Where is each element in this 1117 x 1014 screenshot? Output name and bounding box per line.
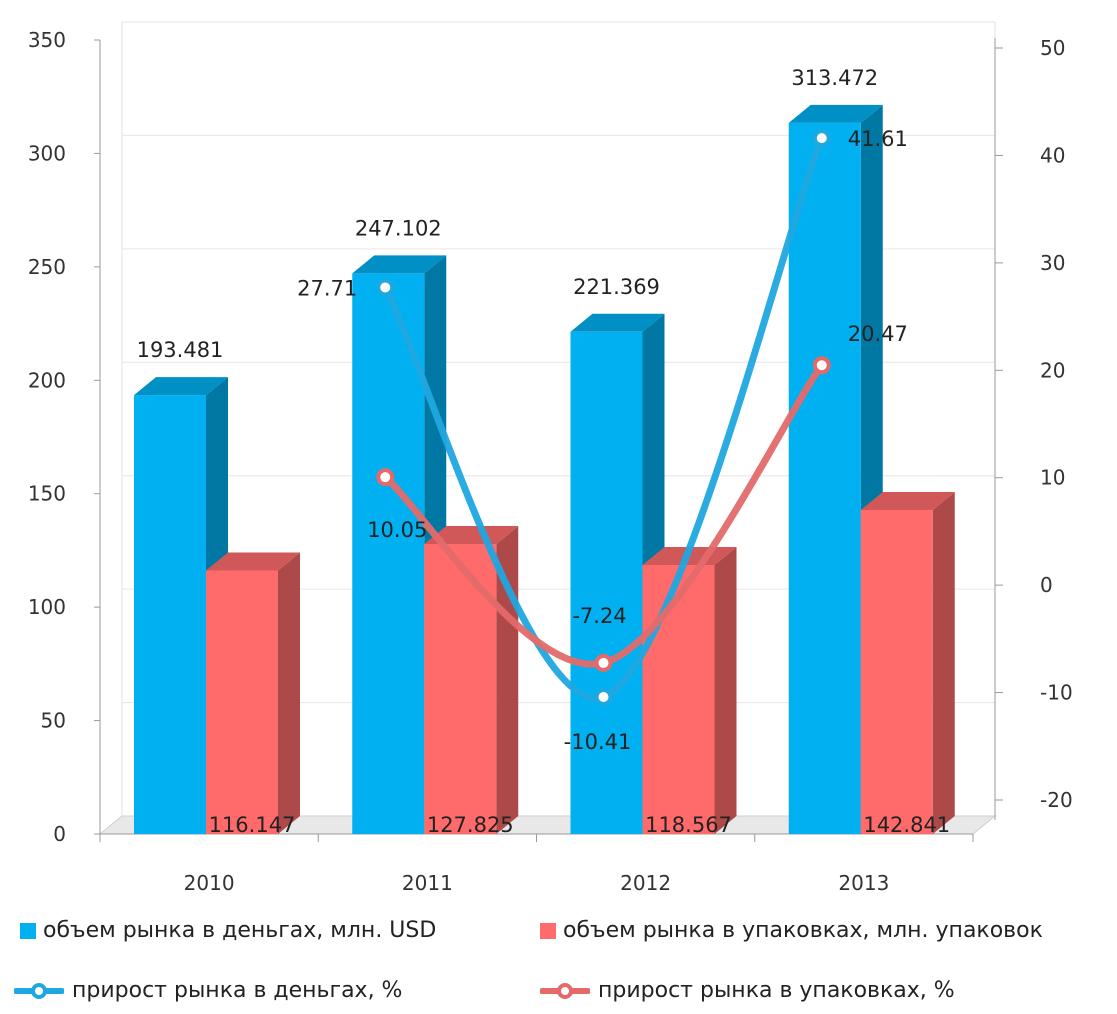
line-pack-growth-point [376,468,395,487]
data-label-money: 221.369 [573,275,660,299]
bar-money-top [570,313,665,332]
left-axis-tick-label: 300 [28,141,66,165]
bar-packs [424,544,497,834]
bar-money [570,331,643,834]
bar-packs-side [932,491,955,834]
right-axis-tick-label: -10 [1040,681,1073,705]
data-label-money: 247.102 [355,216,442,240]
legend-line-pack-growth-icon [540,982,590,999]
data-label-money: 313.472 [791,66,878,90]
data-label-money: 193.481 [137,338,224,362]
bar-packs [206,570,278,834]
bar-money [134,395,206,834]
bar-packs [642,565,715,834]
data-label-packs: 118.567 [645,813,732,837]
left-axis-tick-label: 350 [28,28,66,52]
data-label-packs: 142.841 [863,813,950,837]
data-label-pack-growth: 10.05 [367,518,427,542]
right-axis-tick-label: 30 [1040,251,1065,275]
legend-label-pack-growth: прирост рынка в упаковках, % [598,978,955,1003]
bar-money [352,273,425,834]
bar-money-top [134,377,228,396]
data-label-pack-growth: 20.47 [848,322,908,346]
bar-money-top [352,255,447,274]
data-label-money-growth: 41.61 [848,127,908,151]
x-axis-tick-label: 2011 [402,871,453,895]
right-axis-tick-label: 50 [1040,36,1065,60]
left-axis-tick-label: 250 [28,255,66,279]
left-axis-tick-label: 50 [41,709,66,733]
data-label-pack-growth: -7.24 [572,604,626,628]
bar-money-top [788,104,883,123]
left-axis-tick-label: 0 [53,822,66,846]
right-axis-tick-label: 10 [1040,466,1065,490]
right-axis-tick-label: -20 [1040,788,1073,812]
legend-item-pack-growth: прирост рынка в упаковках, % [540,978,955,1003]
line-money-growth-point [594,687,613,706]
bar-packs-top [424,526,519,545]
right-axis-tick-label: 20 [1040,358,1065,382]
bar-packs-top [860,491,955,510]
x-axis-tick-label: 2010 [184,871,235,895]
bar-packs-side [278,552,300,834]
bar-packs-top [206,552,300,571]
right-axis-tick-label: 0 [1040,573,1053,597]
data-label-packs: 116.147 [209,813,296,837]
left-axis-tick-label: 100 [28,595,66,619]
legend-line-money-growth-icon [14,982,64,999]
line-money-growth-point [376,278,395,297]
data-label-packs: 127.825 [427,813,514,837]
bar-money [788,122,861,834]
line-pack-growth-point [812,356,831,375]
x-axis-tick-label: 2013 [838,871,889,895]
left-axis-tick-label: 150 [28,482,66,506]
bar-packs-side [714,547,737,834]
data-label-money-growth: 27.71 [297,276,357,300]
legend-item-money-growth: прирост рынка в деньгах, % [14,978,402,1003]
bar-packs [860,509,933,834]
line-money-growth-point [812,129,831,148]
legend-label-money-growth: прирост рынка в деньгах, % [72,978,403,1003]
left-axis-tick-label: 200 [28,368,66,392]
data-label-money-growth: -10.41 [564,730,632,754]
chart: 0 50 100 150 200 250 300 350 -20 -10 0 10 20 30 40 50 20… [28,21,1073,895]
right-axis-tick-label: 40 [1040,143,1065,167]
x-axis-tick-label: 2012 [620,871,671,895]
line-pack-growth-point [594,653,613,672]
